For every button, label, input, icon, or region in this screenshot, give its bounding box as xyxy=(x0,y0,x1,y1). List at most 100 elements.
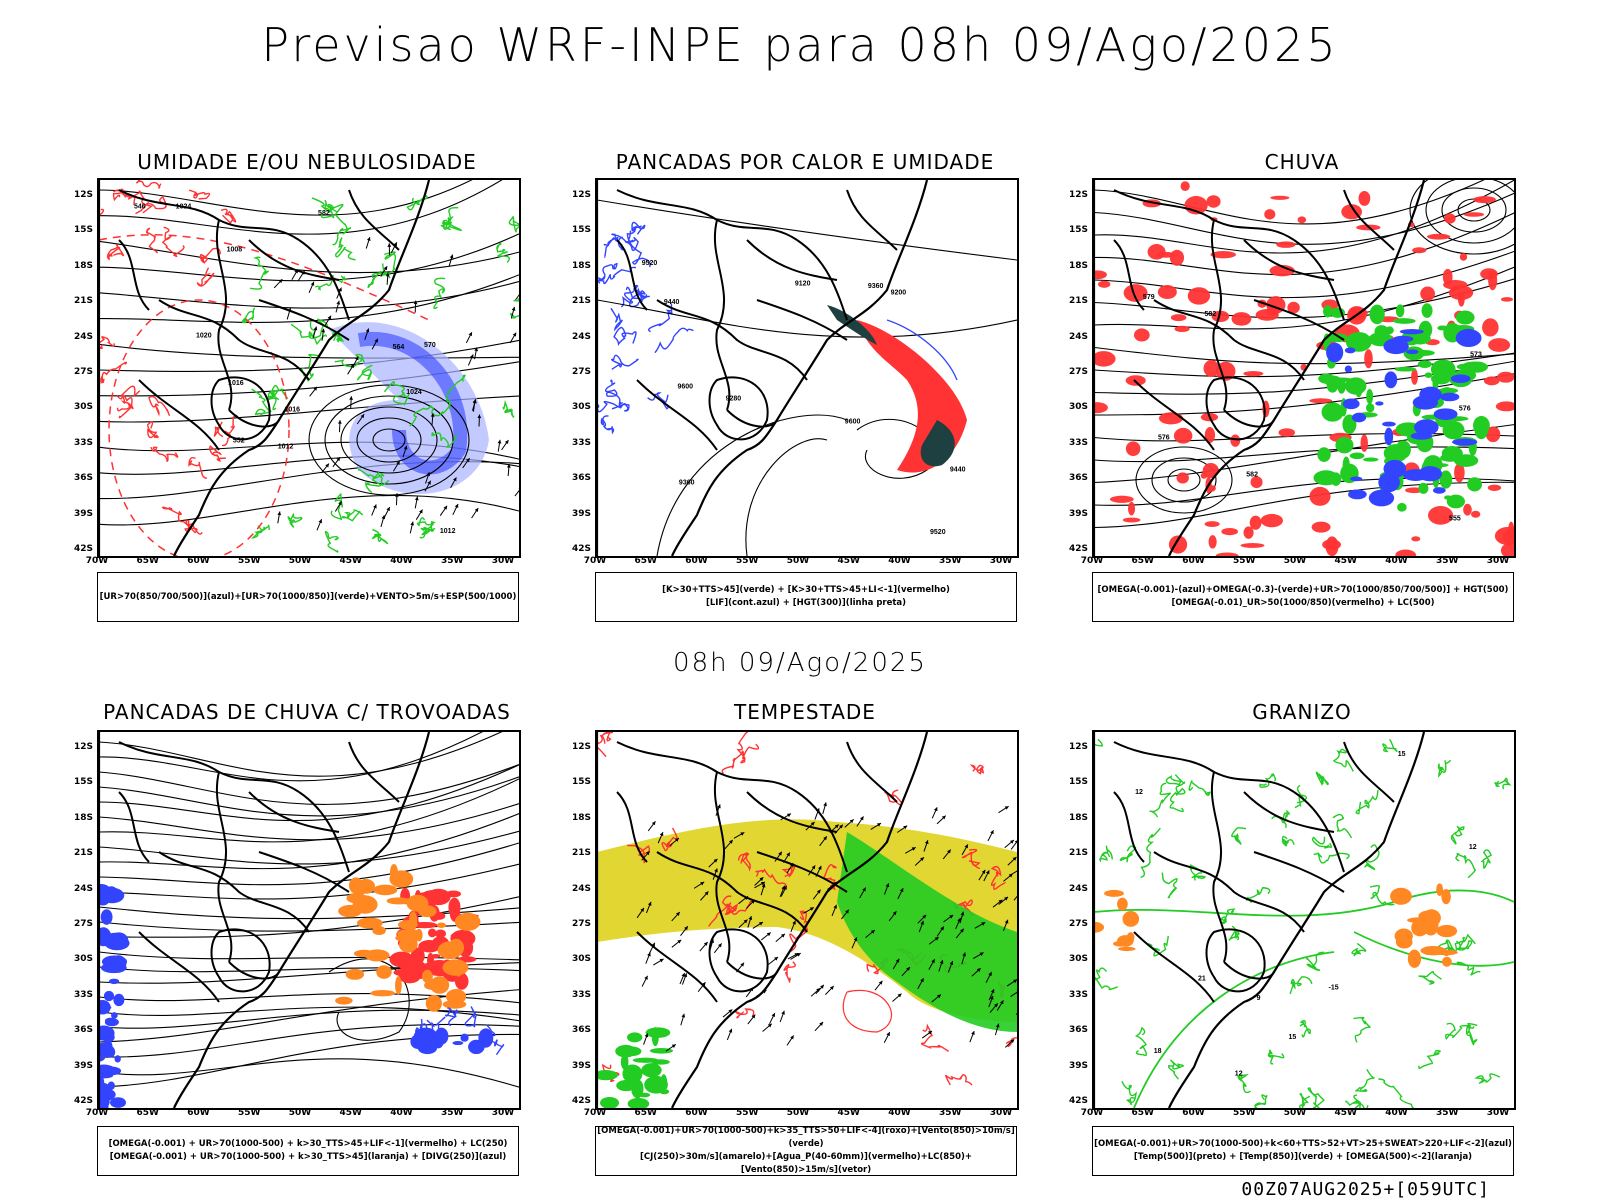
lon-tick-label: 35W xyxy=(939,556,962,566)
k-tts-area xyxy=(920,420,955,467)
contour-line xyxy=(150,446,179,462)
country-border xyxy=(1293,239,1345,321)
shaded-area xyxy=(1230,434,1241,447)
shaded-area xyxy=(1420,286,1435,301)
shaded-area xyxy=(1109,495,1134,503)
lon-tick-label: 65W xyxy=(136,556,159,566)
lat-tick-label: 15S xyxy=(1068,225,1088,236)
streamline xyxy=(1094,481,1514,529)
lon-tick-label: 50W xyxy=(1283,556,1307,566)
streamline xyxy=(99,732,483,782)
lat-tick-label: 36S xyxy=(571,473,591,484)
contour-line xyxy=(1294,784,1308,809)
wind-arrowhead xyxy=(373,504,377,509)
contour-label: 9200 xyxy=(891,290,907,297)
contour-line xyxy=(441,374,466,415)
wind-arrowhead xyxy=(497,439,502,444)
shaded-area xyxy=(1448,285,1474,301)
contour-line xyxy=(486,1024,505,1056)
shaded-area xyxy=(1317,447,1331,462)
wind-arrowhead xyxy=(728,839,733,844)
country-border xyxy=(1133,931,1215,1003)
contour-line xyxy=(209,445,226,462)
country-border xyxy=(1113,791,1145,863)
shaded-area xyxy=(454,912,481,931)
lon-tick-label: 45W xyxy=(1334,1108,1357,1118)
wind-arrowhead xyxy=(383,266,388,271)
wind-arrowhead xyxy=(449,254,454,259)
contour-label: 9440 xyxy=(664,299,680,306)
wind-arrowhead xyxy=(681,973,685,978)
shaded-area xyxy=(1383,459,1407,478)
country-border xyxy=(258,851,350,893)
streamline xyxy=(1094,212,1514,276)
streamline xyxy=(99,180,503,235)
shaded-area xyxy=(1412,247,1427,254)
lat-tick-label: 27S xyxy=(73,367,93,377)
shaded-area xyxy=(1123,284,1148,302)
main-title: Previsao WRF-INPE para 08h 09/Ago/2025 xyxy=(261,18,1339,72)
wind-arrowhead xyxy=(644,1033,649,1038)
lat-tick-label: 12S xyxy=(73,190,93,200)
shaded-area xyxy=(1104,889,1124,897)
wind-arrowhead xyxy=(767,1023,772,1028)
contour-label: 9520 xyxy=(642,260,658,267)
wind-arrowhead xyxy=(684,926,688,931)
shaded-area xyxy=(1094,270,1107,280)
lat-tick-label: 30S xyxy=(1068,954,1088,965)
contour-line xyxy=(290,323,327,346)
contour-line xyxy=(920,1023,949,1052)
contour-line xyxy=(1121,1080,1137,1106)
lat-tick-label: 21S xyxy=(1068,296,1088,307)
wind-arrowhead xyxy=(924,840,929,845)
isoline-loop xyxy=(356,417,422,463)
shaded-area xyxy=(1418,320,1433,339)
contour-line xyxy=(1332,813,1353,839)
contour-label: 1016 xyxy=(228,380,244,387)
contour-line xyxy=(161,226,185,258)
contour-line xyxy=(1333,748,1354,772)
wind-arrowhead xyxy=(700,881,705,886)
wind-arrowhead xyxy=(327,315,332,320)
contour-line xyxy=(364,472,385,494)
wind-arrowhead xyxy=(985,870,990,875)
lon-tick-label: 45W xyxy=(837,1108,860,1118)
shaded-area xyxy=(1276,241,1296,248)
shaded-area xyxy=(627,1097,650,1108)
shaded-area xyxy=(1471,510,1481,518)
contour-line xyxy=(106,243,125,261)
legend-trovoadas: [OMEGA(-0.001) + UR>70(1000-500) + k>30_… xyxy=(97,1126,519,1176)
shaded-area xyxy=(1473,196,1496,204)
contour-line xyxy=(708,902,739,927)
map-chuva: 582 576 579 582 576 573 555 xyxy=(1092,178,1516,558)
lon-tick-label: 55W xyxy=(238,556,261,566)
country-border xyxy=(1205,376,1266,441)
shaded-area xyxy=(1390,887,1412,905)
wind-arrowhead xyxy=(310,281,315,286)
shaded-area xyxy=(1329,377,1353,383)
wind-arrowhead xyxy=(794,953,799,957)
legend-umidade: [UR>70(850/700/500)](azul)+[UR>70(1000/8… xyxy=(97,572,519,622)
lon-tick-label: 55W xyxy=(736,1108,759,1118)
contour-line xyxy=(220,208,237,224)
lon-tick-label: 60W xyxy=(187,1108,210,1118)
contour-line xyxy=(610,308,623,332)
streamline xyxy=(1094,424,1514,484)
wind-arrowhead xyxy=(336,300,341,305)
shaded-area xyxy=(422,969,433,984)
coastline xyxy=(1094,732,1426,1108)
lon-tick-label: 30W xyxy=(1486,556,1510,566)
shaded-area xyxy=(1410,432,1433,440)
wind-arrowhead xyxy=(740,832,745,836)
wind-arrowhead xyxy=(647,952,651,957)
country-border xyxy=(138,379,220,451)
streamline xyxy=(99,274,519,323)
wind-arrowhead xyxy=(748,916,753,920)
lon-tick-label: 70W xyxy=(1080,556,1104,566)
country-border xyxy=(1223,961,1275,980)
shaded-area xyxy=(1240,543,1265,548)
isoline-loop xyxy=(340,406,438,474)
contour-line xyxy=(99,336,115,350)
shaded-area xyxy=(1467,477,1483,492)
wind-arrowhead xyxy=(354,356,359,361)
